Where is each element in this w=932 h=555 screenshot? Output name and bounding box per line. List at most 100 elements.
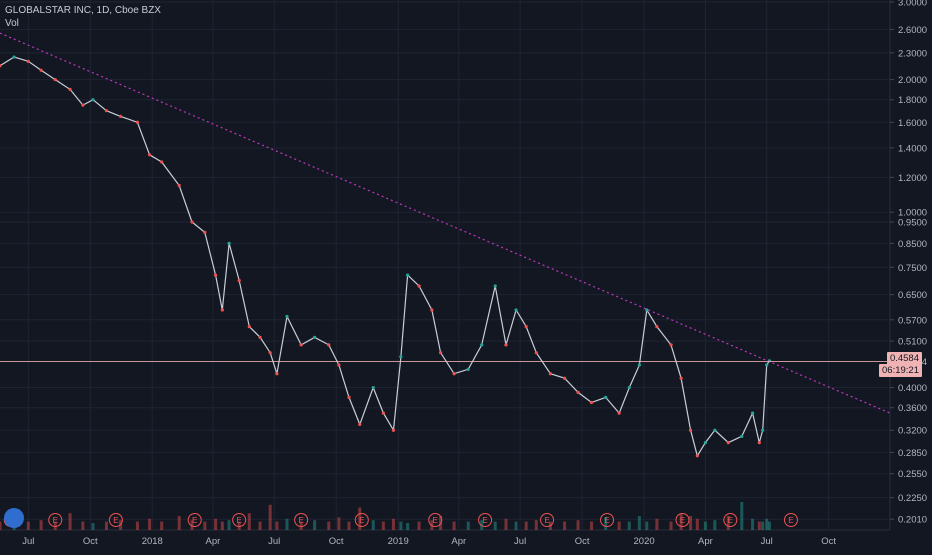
price-point bbox=[703, 440, 707, 445]
y-tick-label: 0.4000 bbox=[898, 383, 927, 394]
price-point bbox=[381, 411, 385, 415]
y-tick-label: 0.2550 bbox=[898, 469, 927, 480]
y-tick-label: 2.3000 bbox=[898, 48, 927, 59]
volume-bar bbox=[493, 521, 497, 530]
volume-bar bbox=[177, 516, 181, 530]
volume-bar bbox=[347, 521, 351, 530]
price-point bbox=[726, 440, 730, 445]
earnings-marker-icon bbox=[478, 513, 493, 527]
price-point bbox=[227, 241, 231, 245]
volume-bar bbox=[504, 518, 508, 530]
price-point bbox=[147, 153, 152, 157]
x-tick-label: Oct bbox=[83, 536, 98, 547]
price-point bbox=[504, 343, 508, 347]
volume-bar bbox=[514, 521, 518, 530]
x-tick-label: Oct bbox=[821, 536, 836, 547]
volume-bar bbox=[757, 521, 761, 530]
price-point bbox=[466, 367, 470, 371]
volume-bar bbox=[26, 521, 30, 530]
price-point bbox=[406, 273, 410, 277]
earnings-marker-label: E bbox=[544, 516, 549, 525]
volume-bar bbox=[313, 520, 317, 530]
x-tick-label: Jul bbox=[268, 536, 280, 547]
price-point bbox=[0, 64, 2, 68]
volume-bar bbox=[740, 502, 744, 530]
price-point bbox=[358, 422, 362, 426]
price-point bbox=[299, 343, 303, 347]
price-point bbox=[548, 372, 553, 376]
y-tick-label: 2.0000 bbox=[898, 75, 927, 86]
volume-bar bbox=[68, 513, 72, 530]
volume-bar bbox=[452, 521, 456, 530]
volume-bar bbox=[726, 516, 730, 530]
legend: GLOBALSTAR INC, 1D, Cboe BZX Vol bbox=[5, 4, 161, 30]
earnings-marker-label: E bbox=[728, 516, 733, 525]
price-point bbox=[91, 98, 95, 102]
volume-bar bbox=[148, 518, 152, 530]
earnings-marker-icon bbox=[232, 513, 247, 527]
price-point bbox=[68, 87, 72, 92]
volume-bar bbox=[358, 507, 362, 530]
price-point bbox=[576, 390, 580, 394]
price-point bbox=[627, 385, 631, 390]
volume-bar bbox=[767, 521, 771, 530]
earnings-marker-label: E bbox=[113, 516, 118, 525]
x-tick-label: Apr bbox=[206, 536, 221, 547]
volume-bar bbox=[190, 520, 194, 530]
price-point bbox=[452, 372, 456, 376]
volume-bar bbox=[237, 521, 241, 530]
x-tick-label: Oct bbox=[329, 536, 344, 547]
price-point bbox=[177, 183, 181, 188]
earnings-marker-label: E bbox=[604, 516, 609, 525]
price-point bbox=[104, 109, 109, 113]
volume-label[interactable]: Vol bbox=[5, 18, 19, 29]
price-point bbox=[275, 372, 279, 376]
price-point bbox=[258, 335, 262, 339]
price-point bbox=[237, 278, 241, 283]
price-point bbox=[313, 335, 317, 339]
price-point bbox=[81, 103, 85, 107]
y-tick-label: 0.5700 bbox=[898, 315, 927, 326]
price-point bbox=[220, 308, 224, 312]
tradingview-logo-icon bbox=[4, 508, 24, 528]
price-point bbox=[213, 273, 218, 277]
earnings-marker-label: E bbox=[192, 516, 197, 525]
volume-bar bbox=[689, 516, 693, 530]
volume-bar bbox=[637, 516, 641, 530]
price-point bbox=[285, 314, 289, 319]
volume-bar bbox=[695, 518, 699, 530]
price-point bbox=[39, 68, 43, 72]
price-point bbox=[439, 351, 443, 355]
volume-bar bbox=[247, 513, 251, 530]
price-point bbox=[268, 351, 272, 355]
earnings-marker-icon bbox=[675, 513, 690, 527]
price-point bbox=[589, 400, 594, 405]
price-point bbox=[679, 376, 683, 380]
price-point bbox=[371, 385, 375, 390]
volume-bar bbox=[604, 517, 608, 530]
volume-bar bbox=[160, 521, 164, 530]
y-tick-label: 1.6000 bbox=[898, 118, 927, 129]
price-point bbox=[740, 434, 744, 438]
volume-bar bbox=[258, 521, 262, 530]
price-point bbox=[669, 343, 673, 347]
price-point bbox=[524, 325, 528, 329]
earnings-marker-icon bbox=[294, 513, 309, 527]
symbol-title[interactable]: GLOBALSTAR INC, 1D, Cboe BZX bbox=[5, 5, 161, 16]
earnings-marker-label: E bbox=[433, 516, 438, 525]
earnings-marker-icon bbox=[48, 513, 63, 527]
y-tick-label: 0.3600 bbox=[898, 403, 927, 414]
price-point bbox=[135, 120, 140, 124]
volume-bar bbox=[0, 521, 2, 530]
price-point bbox=[765, 363, 769, 367]
earnings-marker-label: E bbox=[680, 516, 685, 525]
volume-bar bbox=[381, 521, 385, 530]
price-point bbox=[514, 308, 518, 312]
x-tick-label: Jul bbox=[22, 536, 34, 547]
price-point bbox=[347, 395, 351, 399]
price-point bbox=[12, 55, 16, 59]
volume-bar bbox=[761, 521, 765, 530]
x-tick-label: 2020 bbox=[634, 536, 655, 547]
